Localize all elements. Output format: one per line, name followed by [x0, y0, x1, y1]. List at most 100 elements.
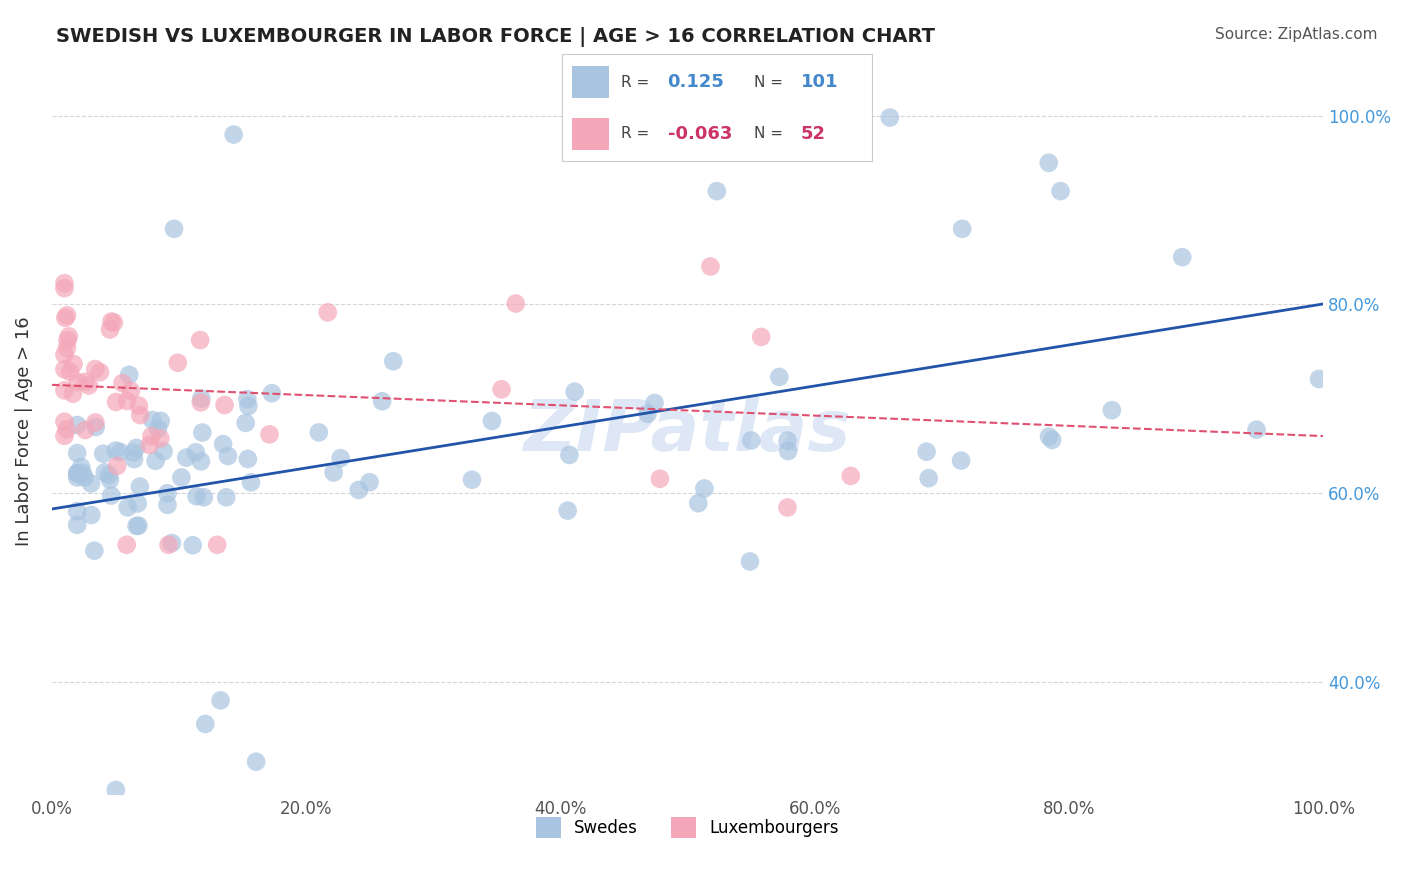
Point [72, 466, 94, 480]
Point [1171, 250, 1194, 264]
Point [215, 490, 238, 504]
Point [316, 305, 339, 319]
Point [205, 538, 228, 552]
Point [481, 414, 503, 428]
Point [97, 468, 120, 483]
Point [91, 447, 114, 461]
Point [56, 333, 79, 347]
Point [688, 496, 710, 510]
Point [83, 543, 105, 558]
Point [505, 296, 527, 310]
Point [776, 500, 799, 515]
Point [98, 322, 121, 336]
Point [66, 466, 89, 480]
Point [156, 498, 179, 512]
Point [53, 384, 76, 398]
Point [141, 825, 163, 839]
Point [115, 394, 138, 409]
Point [190, 392, 212, 406]
Point [238, 399, 260, 413]
Bar [572, 66, 609, 98]
Point [950, 453, 973, 467]
Point [104, 443, 127, 458]
Point [322, 466, 344, 480]
Point [53, 310, 76, 325]
Text: N =: N = [754, 75, 783, 90]
Point [75, 375, 97, 389]
Point [245, 755, 267, 769]
Point [236, 452, 259, 467]
Point [240, 475, 263, 490]
Point [141, 413, 163, 427]
Point [839, 469, 862, 483]
Point [59, 365, 82, 379]
Point [706, 184, 728, 198]
Bar [572, 118, 609, 150]
Point [235, 416, 257, 430]
Point [100, 489, 122, 503]
Point [461, 473, 484, 487]
Point [170, 470, 193, 484]
Point [194, 717, 217, 731]
Point [139, 438, 162, 452]
Point [693, 482, 716, 496]
Point [66, 417, 89, 432]
Point [53, 415, 76, 429]
Point [66, 504, 89, 518]
Point [778, 444, 800, 458]
Point [66, 470, 89, 484]
Point [55, 422, 77, 436]
Point [1040, 433, 1063, 447]
Point [190, 454, 212, 468]
Point [149, 431, 172, 445]
Point [308, 425, 330, 440]
Point [749, 330, 772, 344]
Point [66, 375, 89, 389]
Text: 52: 52 [800, 125, 825, 143]
Point [166, 356, 188, 370]
Point [1101, 403, 1123, 417]
Point [637, 407, 659, 421]
Point [56, 341, 79, 355]
Point [146, 421, 169, 435]
Point [181, 538, 204, 552]
Point [163, 222, 186, 236]
Point [117, 500, 139, 515]
Point [879, 111, 901, 125]
Point [77, 378, 100, 392]
Point [157, 538, 180, 552]
Point [75, 423, 97, 437]
Point [128, 518, 150, 533]
Text: 0.125: 0.125 [668, 73, 724, 91]
Point [768, 370, 790, 384]
Point [122, 445, 145, 459]
Point [80, 476, 103, 491]
Text: -0.063: -0.063 [668, 125, 733, 143]
Point [125, 519, 148, 533]
Point [62, 386, 84, 401]
Point [122, 452, 145, 467]
Point [186, 489, 208, 503]
Point [152, 444, 174, 458]
Point [53, 348, 76, 362]
Point [329, 451, 352, 466]
Point [96, 877, 118, 891]
Point [105, 395, 128, 409]
Point [1038, 429, 1060, 443]
Y-axis label: In Labor Force | Age > 16: In Labor Force | Age > 16 [15, 317, 32, 547]
Point [1308, 372, 1330, 386]
Point [70, 460, 93, 475]
Point [56, 309, 79, 323]
Point [212, 437, 235, 451]
Point [699, 260, 721, 274]
Point [174, 450, 197, 465]
Point [73, 470, 96, 484]
Point [184, 445, 207, 459]
Point [141, 429, 163, 443]
Point [915, 444, 938, 458]
Text: 101: 101 [800, 73, 838, 91]
Text: SWEDISH VS LUXEMBOURGER IN LABOR FORCE | AGE > 16 CORRELATION CHART: SWEDISH VS LUXEMBOURGER IN LABOR FORCE |… [56, 27, 935, 46]
Point [1038, 156, 1060, 170]
Point [236, 392, 259, 407]
Point [111, 376, 134, 391]
